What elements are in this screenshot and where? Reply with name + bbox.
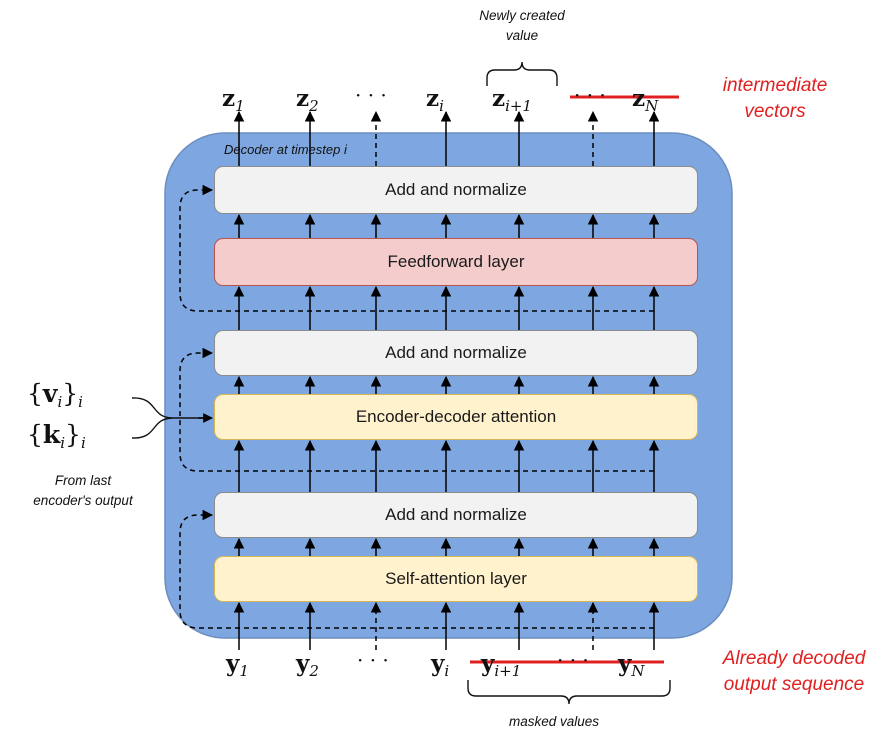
brace-masked-values [467,680,671,705]
residual-connections [179,184,654,629]
input-yN: yN [618,650,645,680]
add-normalize-top: Add and normalize [214,166,698,214]
output-z2: z2 [296,85,319,115]
input-yi: yi [431,650,450,680]
input-dots: · · · [357,648,389,672]
encoder-k-set: {ki}i [27,420,86,452]
output-z1: z1 [222,85,245,115]
self-attention-layer: Self-attention layer [214,556,698,602]
residual-connection [179,347,654,472]
output-zi: zi [426,85,444,115]
output-dots-masked: · · · [574,83,606,107]
newly-created-note: Newly created value [479,8,565,43]
residual-connection [179,184,654,312]
input-dots-masked: · · · [557,648,589,672]
input-y2: y2 [296,650,319,680]
output-zN: zN [632,85,659,115]
braces [131,61,671,705]
output-zi-plus-1: zi+1 [492,85,532,115]
brace-newly-created [486,61,558,86]
encoder-decoder-attention: Encoder-decoder attention [214,394,698,440]
feedforward-layer: Feedforward layer [214,238,698,286]
decoder-caption: Decoder at timestep i [224,142,347,157]
input-y1: y1 [226,650,249,680]
output-dots: · · · [355,83,387,107]
already-decoded-note: Already decoded output sequence [722,648,866,695]
masked-values-note: masked values [509,714,600,729]
encoder-v-set: {vi}i [27,379,83,411]
input-yi-plus-1: yi+1 [481,650,522,680]
masking-strikes [470,95,679,664]
intermediate-vectors-note: intermediate vectors [722,75,828,122]
add-normalize-middle: Add and normalize [214,330,698,376]
brace-encoder-k [131,417,173,439]
encoder-note: From last encoder's output [33,473,133,508]
residual-connection [179,509,654,629]
arrow-group [233,110,660,650]
add-normalize-bottom: Add and normalize [214,492,698,538]
